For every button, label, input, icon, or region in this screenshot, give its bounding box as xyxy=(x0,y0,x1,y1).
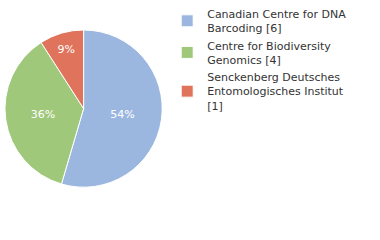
svg-text:Centre for BiodiversityGenomic: Centre for BiodiversityGenomics [4] xyxy=(207,40,331,67)
svg-text:36%: 36% xyxy=(31,108,55,121)
svg-text:Senckenberg DeutschesEntomolog: Senckenberg DeutschesEntomologisches Ins… xyxy=(207,71,344,113)
svg-text:9%: 9% xyxy=(58,43,75,56)
svg-text:54%: 54% xyxy=(110,108,134,121)
svg-text:Canadian Centre for DNABarcodi: Canadian Centre for DNABarcoding [6] xyxy=(207,8,346,35)
